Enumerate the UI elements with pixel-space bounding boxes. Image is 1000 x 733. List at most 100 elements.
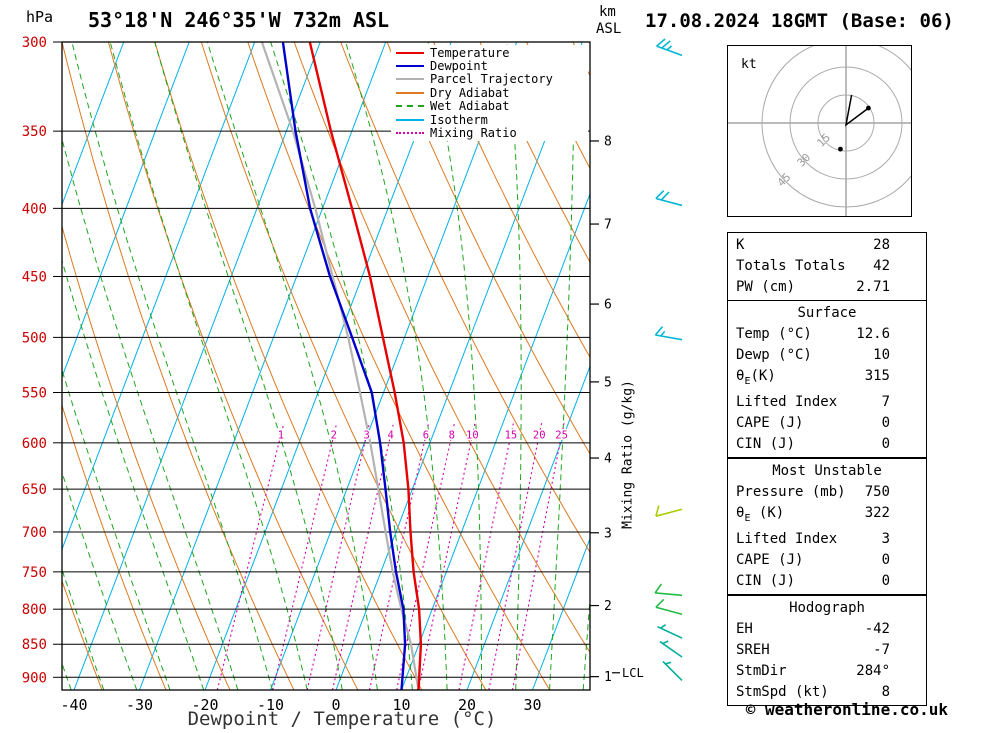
table-label: Pressure (mb) bbox=[736, 484, 846, 500]
legend-line-swatch bbox=[396, 105, 424, 108]
mixing-ratio-value-label: 15 bbox=[505, 430, 518, 442]
pressure-tick-label: 900 bbox=[22, 670, 47, 686]
wet-adiabat-line bbox=[109, 42, 308, 690]
dry-adiabat-line bbox=[433, 42, 590, 359]
wet-adiabat-line bbox=[62, 137, 239, 690]
table-row: PW (cm) 2.71 bbox=[728, 277, 926, 298]
wind-barb-staff bbox=[655, 197, 683, 207]
table-row: Pressure (mb) 750 bbox=[728, 482, 926, 503]
table-label: EH bbox=[736, 621, 753, 637]
mixing-ratio-line bbox=[306, 423, 370, 690]
pressure-tick-label: 500 bbox=[22, 330, 47, 346]
legend-line-swatch bbox=[396, 51, 424, 54]
pressure-tick-label: 700 bbox=[22, 525, 47, 541]
dry-adiabat-line bbox=[479, 42, 590, 264]
mixing-ratio-line bbox=[417, 423, 476, 690]
pressure-tick-label: 850 bbox=[22, 637, 47, 653]
temperature-tick-label: -40 bbox=[60, 696, 87, 714]
wind-barb-flag bbox=[655, 598, 665, 608]
km-tick-label: 7 bbox=[604, 218, 612, 233]
table-row: Lifted Index 3 bbox=[728, 529, 926, 550]
wind-barb-flag bbox=[661, 40, 671, 49]
isotherm-line bbox=[62, 42, 190, 379]
wind-barb-staff bbox=[662, 660, 683, 682]
isotherm-line bbox=[204, 42, 452, 690]
legend-item: Dewpoint bbox=[391, 59, 588, 74]
dry-adiabat-line bbox=[200, 42, 487, 690]
legend-line-swatch bbox=[396, 91, 424, 94]
table-row: StmDir 284° bbox=[728, 661, 926, 682]
legend-label: Wet Adiabat bbox=[430, 99, 510, 114]
table-value: 750 bbox=[864, 484, 890, 500]
legend-line-swatch bbox=[396, 78, 424, 81]
pressure-unit-label: hPa bbox=[26, 8, 54, 26]
pressure-tick-label: 550 bbox=[22, 386, 47, 402]
km-tick-label: 2 bbox=[604, 599, 612, 614]
table-value: 3 bbox=[881, 530, 890, 547]
table-value: 284° bbox=[856, 663, 890, 679]
isotherm-line bbox=[62, 42, 256, 551]
dry-adiabat-line bbox=[386, 42, 590, 455]
table-value: 322 bbox=[864, 505, 890, 521]
dry-adiabat-line bbox=[62, 42, 295, 690]
table-row: SREH -7 bbox=[728, 640, 926, 661]
table-title: Surface bbox=[797, 305, 857, 321]
wind-barb-halfflag bbox=[662, 640, 669, 645]
legend-item: Mixing Ratio bbox=[391, 126, 588, 140]
table-value: 0 bbox=[881, 551, 890, 568]
stats-table: Hodograph EH -42 SREH -7 StmDir 284° StmSpd (kt… bbox=[727, 595, 927, 706]
table-label: θE(K) bbox=[736, 368, 776, 387]
pressure-tick-label: 450 bbox=[22, 269, 47, 285]
hodograph-dot bbox=[866, 105, 871, 111]
mixing-ratio-line bbox=[458, 423, 514, 690]
wind-barb-halfflag bbox=[660, 330, 666, 337]
wind-barb-staff bbox=[657, 625, 683, 639]
wind-barb-flag bbox=[655, 505, 660, 517]
table-label: CAPE (J) bbox=[736, 551, 804, 568]
isotherm-line bbox=[73, 42, 321, 690]
table-row: CIN (J) 0 bbox=[728, 434, 926, 455]
legend-item: Temperature bbox=[391, 45, 588, 60]
table-row: Lifted Index 7 bbox=[728, 392, 926, 413]
legend-line-swatch bbox=[396, 132, 424, 135]
pressure-tick-label: 400 bbox=[22, 201, 47, 217]
temperature-tick-label: -20 bbox=[191, 696, 218, 714]
wet-adiabat-line bbox=[62, 258, 205, 690]
km-tick-label: 6 bbox=[604, 298, 612, 313]
wind-barb-halfflag bbox=[666, 45, 673, 51]
table-label: CAPE (J) bbox=[736, 414, 804, 431]
mixing-ratio-value-label: 8 bbox=[449, 430, 455, 442]
legend-label: Isotherm bbox=[430, 112, 488, 127]
table-value: 2.71 bbox=[856, 279, 890, 295]
dewpoint-line bbox=[281, 42, 407, 690]
legend-line-swatch bbox=[396, 118, 424, 121]
stats-table: K 28 Totals Totals 42 PW (cm) 2.71 bbox=[727, 232, 927, 301]
hodograph-unit-label: kt bbox=[741, 57, 757, 72]
km-tick-label: 3 bbox=[604, 526, 612, 541]
legend-label: Dry Adiabat bbox=[430, 85, 510, 100]
isotherm-line bbox=[466, 364, 590, 690]
table-value: -7 bbox=[873, 642, 890, 658]
wind-barb-halfflag bbox=[665, 661, 672, 665]
isotherm-line bbox=[62, 42, 125, 206]
legend-label: Dewpoint bbox=[430, 59, 488, 74]
table-value: 12.6 bbox=[856, 326, 890, 342]
table-row: StmSpd (kt) 8 bbox=[728, 682, 926, 703]
parcel-trajectory-line bbox=[260, 42, 420, 690]
table-row: CAPE (J) 0 bbox=[728, 413, 926, 434]
wet-adiabat-line bbox=[62, 567, 105, 690]
table-row: Temp (°C) 12.6 bbox=[728, 324, 926, 345]
isotherm-line bbox=[270, 42, 518, 690]
hodograph-trace bbox=[844, 94, 869, 127]
table-value: 10 bbox=[873, 347, 890, 363]
wind-barb-flag bbox=[654, 583, 663, 594]
table-value: 42 bbox=[873, 258, 890, 274]
hodograph-ring-label: 15 bbox=[814, 131, 833, 150]
legend-label: Parcel Trajectory bbox=[430, 72, 553, 87]
pressure-tick-label: 600 bbox=[22, 436, 47, 452]
legend-label: Temperature bbox=[430, 45, 510, 60]
table-value: 8 bbox=[881, 684, 890, 700]
table-value: 0 bbox=[881, 435, 890, 452]
